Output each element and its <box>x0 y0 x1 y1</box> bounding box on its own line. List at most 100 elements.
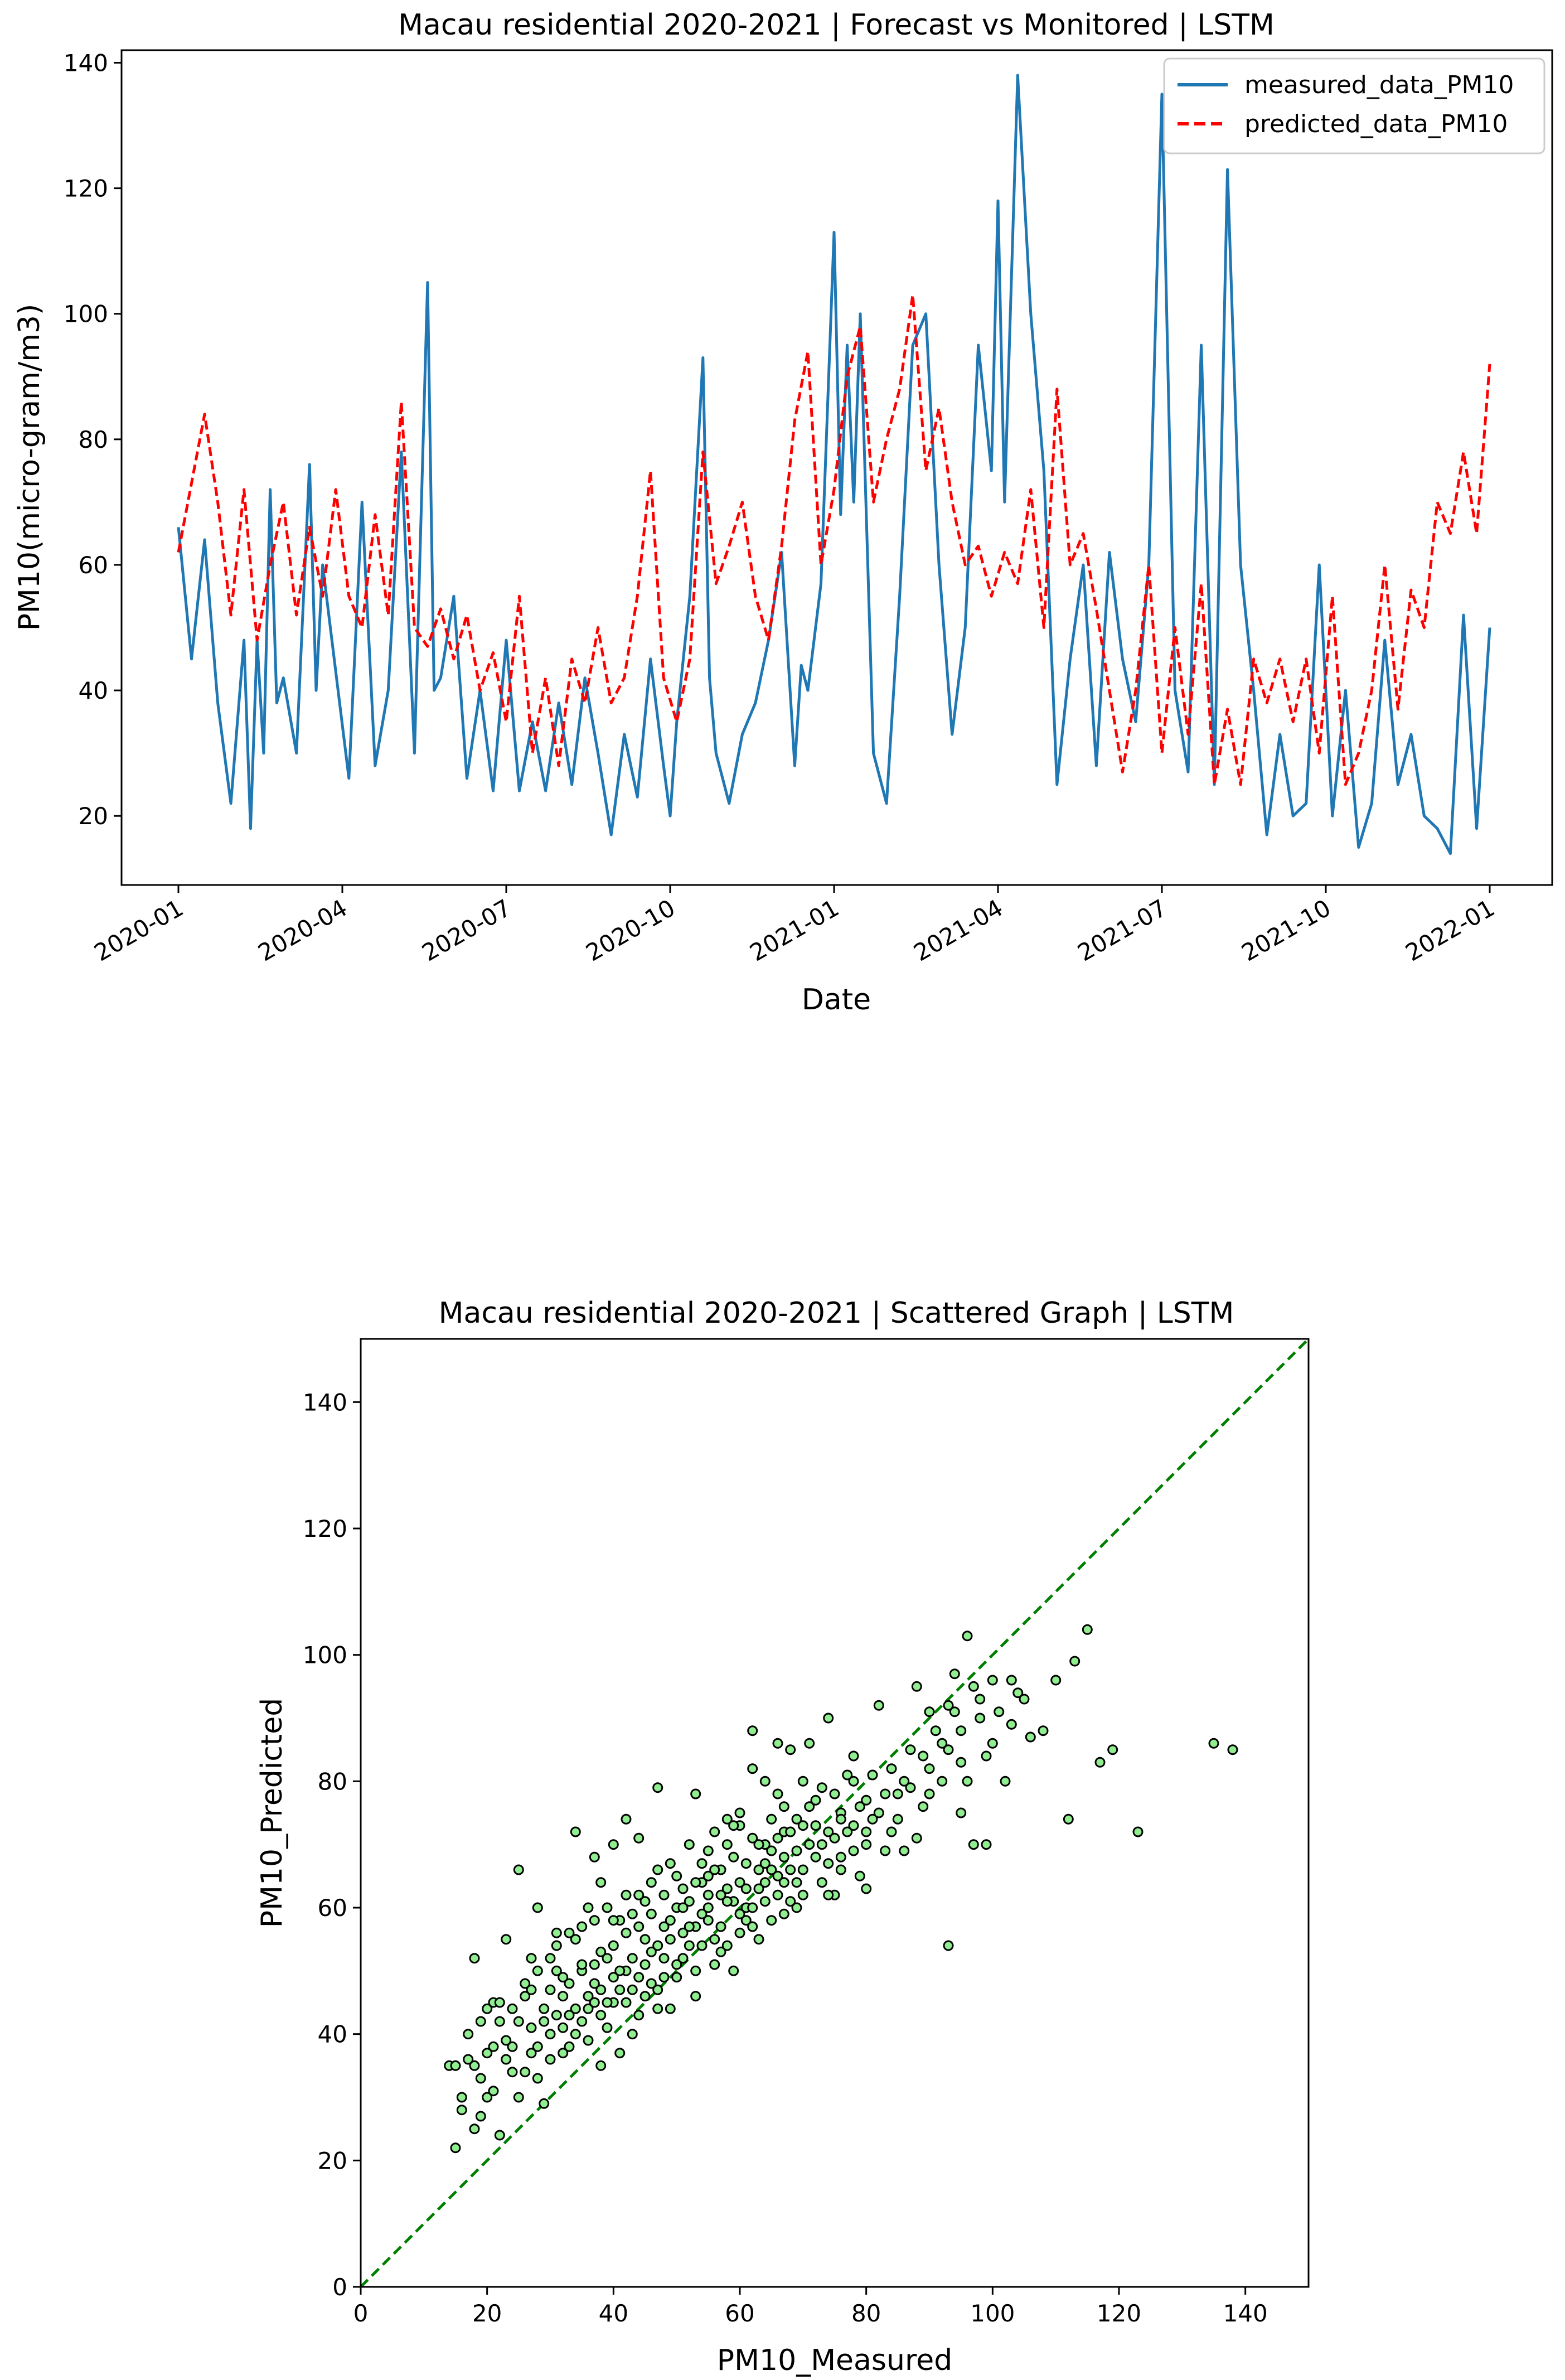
scatter-point <box>759 1858 771 1869</box>
scatter-point <box>709 1826 720 1837</box>
scatter-point <box>627 2029 638 2040</box>
scatter-point <box>633 1972 645 1983</box>
scatter-point <box>804 1738 815 1749</box>
line-chart: Macau residential 2020-2021 | Forecast v… <box>13 8 1553 1017</box>
scatter-point <box>463 2029 474 2040</box>
scatter-point <box>740 1915 752 1926</box>
scatter-point <box>734 1908 745 1919</box>
scatter-point <box>715 1889 726 1900</box>
scatter-point <box>621 1813 632 1825</box>
scatter-point <box>937 1738 948 1749</box>
scatter-point <box>854 1870 865 1881</box>
scatter-point <box>892 1788 903 1799</box>
scatter-point <box>690 1788 701 1799</box>
scatter-point <box>734 1877 745 1888</box>
scatter-point <box>987 1675 998 1686</box>
y-tick-label: 120 <box>64 175 108 202</box>
line-chart-title: Macau residential 2020-2021 | Forecast v… <box>398 8 1275 42</box>
scatter-point <box>804 1801 815 1812</box>
scatter-point <box>513 2016 524 2027</box>
scatter-point <box>848 1750 859 1762</box>
scatter-point <box>665 1858 676 1869</box>
scatter-point <box>848 1776 859 1787</box>
x-tick-label: 2021-10 <box>1237 894 1335 966</box>
scatter-point <box>602 1902 613 1913</box>
scatter-point <box>1107 1744 1118 1755</box>
scatter-point <box>753 1934 764 1945</box>
scatter-point <box>854 1801 865 1812</box>
scatter-point <box>861 1826 872 1837</box>
scatter-point <box>905 1744 916 1755</box>
y-tick-label: 20 <box>318 2147 347 2174</box>
line-chart-legend: measured_data_PM10 predicted_data_PM10 <box>1163 57 1545 154</box>
scatter-point <box>482 2003 493 2014</box>
identity-reference-line <box>361 1339 1309 2287</box>
scatter-point <box>482 2092 493 2103</box>
scatter-plot-frame <box>360 1338 1310 2288</box>
y-tick-label: 60 <box>318 1894 347 1922</box>
scatter-point <box>943 1940 954 1951</box>
scatter-point <box>747 1725 758 1736</box>
scatter-chart-title: Macau residential 2020-2021 | Scattered … <box>439 1297 1234 1330</box>
scatter-point <box>797 1864 808 1875</box>
scatter-chart: Macau residential 2020-2021 | Scattered … <box>255 1297 1310 2377</box>
scatter-point <box>614 1965 626 1976</box>
legend-label-predicted: predicted_data_PM10 <box>1244 110 1508 138</box>
scatter-point <box>456 2092 467 2103</box>
scatter-point <box>791 1902 802 1913</box>
scatter-point <box>602 2022 613 2033</box>
scatter-point <box>1006 1719 1017 1730</box>
scatter-point <box>1038 1725 1049 1736</box>
scatter-point <box>772 1832 783 1844</box>
scatter-point <box>785 1896 796 1907</box>
y-tick-label: 100 <box>64 301 108 328</box>
scatter-point <box>532 1965 543 1976</box>
scatter-point <box>564 2010 575 2021</box>
scatter-point <box>665 1934 676 1945</box>
scatter-point <box>702 1889 714 1900</box>
scatter-point <box>494 2016 505 2027</box>
scatter-point <box>981 1839 992 1850</box>
scatter-point <box>658 1889 670 1900</box>
scatter-point <box>646 1877 657 1888</box>
scatter-point <box>532 2041 543 2052</box>
scatter-point <box>671 1870 682 1881</box>
scatter-ylabel: PM10_Predicted <box>255 1698 289 1928</box>
scatter-point <box>778 1877 789 1888</box>
x-tick-label: 2021-01 <box>745 894 844 966</box>
scatter-point <box>702 1902 714 1913</box>
scatter-point <box>911 1832 922 1844</box>
scatter-point <box>595 2060 607 2071</box>
scatter-point <box>740 1858 752 1869</box>
scatter-point <box>589 1959 600 1970</box>
scatter-point <box>873 1700 884 1711</box>
scatter-point <box>886 1826 897 1837</box>
scatter-points <box>444 1624 1238 2154</box>
scatter-point <box>614 1984 626 1995</box>
scatter-point <box>627 1984 638 1995</box>
scatter-point <box>665 1915 676 1926</box>
scatter-point <box>583 1991 594 2002</box>
scatter-point <box>721 1940 733 1951</box>
x-tick-label: 40 <box>599 2300 628 2327</box>
scatter-point <box>558 2022 569 2033</box>
scatter-point <box>621 1889 632 1900</box>
scatter-point <box>589 1997 600 2008</box>
x-tick-label: 2021-07 <box>1073 894 1171 966</box>
scatter-y-ticks: 0 20 40 60 80 100 120 140 <box>303 1389 361 2301</box>
scatter-point <box>709 1934 720 1945</box>
scatter-point <box>753 1883 764 1894</box>
scatter-point <box>469 1953 480 1964</box>
scatter-point <box>539 2098 550 2109</box>
scatter-point <box>633 1889 645 1900</box>
scatter-point <box>810 1820 821 1831</box>
scatter-point <box>501 1934 512 1945</box>
scatter-point <box>1082 1624 1093 1635</box>
scatter-point <box>589 1851 600 1863</box>
scatter-point <box>772 1738 783 1749</box>
scatter-point <box>747 1921 758 1932</box>
scatter-point <box>488 2041 499 2052</box>
scatter-point <box>545 1984 556 1995</box>
scatter-point <box>1006 1675 1017 1686</box>
scatter-point <box>721 1813 733 1825</box>
